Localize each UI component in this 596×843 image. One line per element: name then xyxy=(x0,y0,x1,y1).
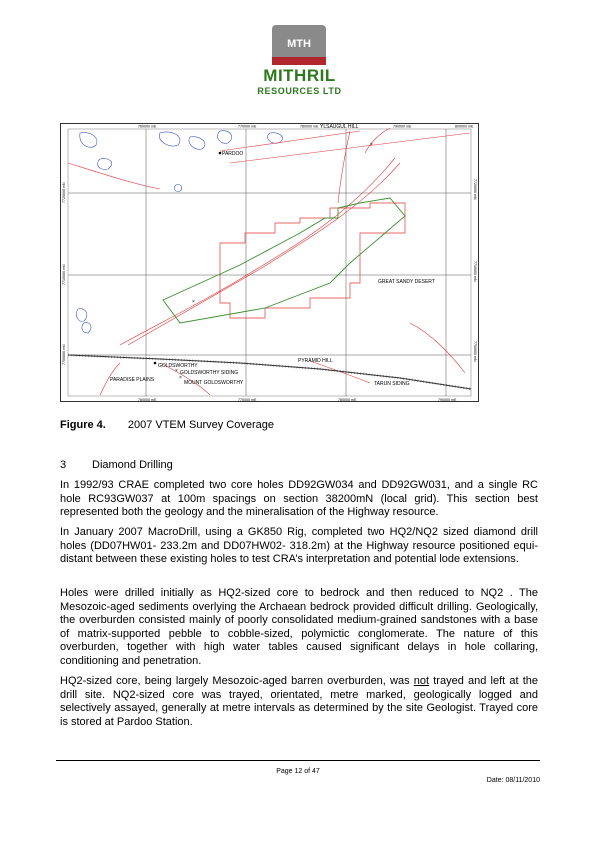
mithril-logo-icon: MTH xyxy=(272,25,326,65)
figure-caption-text: 2007 VTEM Survey Coverage xyxy=(127,419,274,431)
top-tick: 770000 mE xyxy=(238,125,257,129)
left-tick: 7700000 mN xyxy=(62,344,66,365)
top-tick: 760000 mE xyxy=(138,125,157,129)
bottom-tick: 770000 mE xyxy=(238,398,257,402)
label-goldsworthy-siding: GOLDSWORTHY SIDING xyxy=(180,370,238,376)
tracks xyxy=(67,127,471,396)
water-features xyxy=(76,130,283,334)
figure-number: Figure 4. xyxy=(60,419,106,431)
figure-caption: Figure 4. 2007 VTEM Survey Coverage xyxy=(60,419,274,431)
map-grid xyxy=(68,129,471,396)
bottom-tick: 760000 mE xyxy=(138,398,157,402)
vtem-survey-map: 760000 mE 770000 mE 780000 mE 790000 mE … xyxy=(60,123,479,402)
section-number: 3 xyxy=(60,459,67,471)
label-pyramid-hill: PYRAMID HILL xyxy=(298,358,333,364)
svg-text:×: × xyxy=(175,368,178,374)
right-tick: 7720000 mN xyxy=(473,179,477,200)
left-tick: 7710000 mN xyxy=(62,264,66,285)
label-yandagul-hill: YLSAUGUL HILL xyxy=(320,124,359,130)
paragraph-4-end: trayed and left at the drill site. NQ2-s… xyxy=(60,675,538,728)
paragraph-2: In January 2007 MacroDrill, using a GK85… xyxy=(60,526,538,566)
paragraph-1: In 1992/93 CRAE completed two core holes… xyxy=(60,479,538,519)
bottom-tick: 780000 mE xyxy=(338,398,357,402)
map-markers: × × × × xyxy=(153,142,373,381)
right-tick: 7700000 mN xyxy=(473,341,477,362)
paragraph-4-underlined: not xyxy=(413,675,430,687)
bottom-tick: 790000 mE xyxy=(438,398,457,402)
paragraph-4: HQ2-sized core, being largely Mesozoic-a… xyxy=(60,675,538,729)
right-tick: 7710000 mN xyxy=(473,261,477,282)
paragraph-4-start: HQ2-sized core, being largely Mesozoic-a… xyxy=(60,675,414,687)
footer-divider xyxy=(56,760,540,761)
label-tarun-siding: TARUN SIDING xyxy=(374,381,410,387)
top-tick: 790000 mE xyxy=(393,125,412,129)
paragraph-3: Holes were drilled initially as HQ2-size… xyxy=(60,587,538,667)
left-tick: 7720000 mN xyxy=(62,182,66,203)
label-great-sandy-desert: GREAT SANDY DESERT xyxy=(378,279,435,285)
svg-text:×: × xyxy=(370,142,373,148)
tenement-boundary xyxy=(219,202,406,319)
section-heading: 3 Diamond Drilling xyxy=(60,459,173,471)
svg-text:×: × xyxy=(179,375,182,381)
brand-subtitle: RESOURCES LTD xyxy=(257,86,342,96)
footer-date: Date: 08/11/2010 xyxy=(486,777,540,784)
label-goldsworthy: GOLDSWORTHY xyxy=(158,363,198,369)
label-mount-goldsworthy: MOUNT GOLDSWORTHY xyxy=(184,380,244,386)
section-title: Diamond Drilling xyxy=(92,459,173,471)
label-paradise-plains: PARADISE PLAINS xyxy=(110,377,155,383)
label-pardoo: PARDOO xyxy=(222,151,243,157)
vtem-survey-coverage xyxy=(162,197,406,324)
top-tick: 780000 mE xyxy=(300,125,319,129)
page-number: Page 12 of 47 xyxy=(276,768,320,775)
top-tick: 800000 mE xyxy=(455,125,474,129)
railway xyxy=(67,353,472,391)
logo-text: MTH xyxy=(287,38,311,50)
svg-text:×: × xyxy=(192,299,195,305)
brand-name: MITHRIL xyxy=(263,66,336,85)
